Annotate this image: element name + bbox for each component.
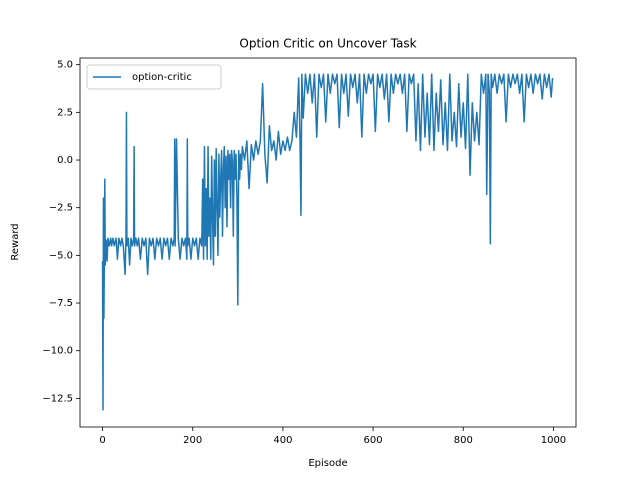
x-tick-label: 0 bbox=[99, 435, 105, 446]
y-tick-label: 0.0 bbox=[57, 155, 73, 166]
x-axis-label: Episode bbox=[308, 458, 347, 469]
x-tick-label: 200 bbox=[183, 435, 202, 446]
x-tick-label: 800 bbox=[454, 435, 473, 446]
y-axis-label: Reward bbox=[10, 223, 21, 260]
plot-frame bbox=[79, 57, 577, 428]
legend-label: option-critic bbox=[132, 72, 192, 83]
y-tick-label: −12.5 bbox=[42, 393, 73, 404]
y-tick-label: −2.5 bbox=[49, 203, 73, 214]
y-tick-label: −10.0 bbox=[42, 346, 73, 357]
data-line bbox=[101, 73, 554, 411]
y-tick-label: −7.5 bbox=[49, 298, 73, 309]
y-tick-label: −5.0 bbox=[49, 250, 73, 261]
y-tick-label: 2.5 bbox=[57, 107, 73, 118]
y-tick-label: 5.0 bbox=[57, 60, 73, 71]
x-tick-label: 600 bbox=[364, 435, 383, 446]
x-tick-label: 400 bbox=[273, 435, 292, 446]
chart-title: Option Critic on Uncover Task bbox=[239, 37, 416, 51]
x-tick-label: 1000 bbox=[541, 435, 566, 446]
legend-box bbox=[86, 64, 222, 90]
